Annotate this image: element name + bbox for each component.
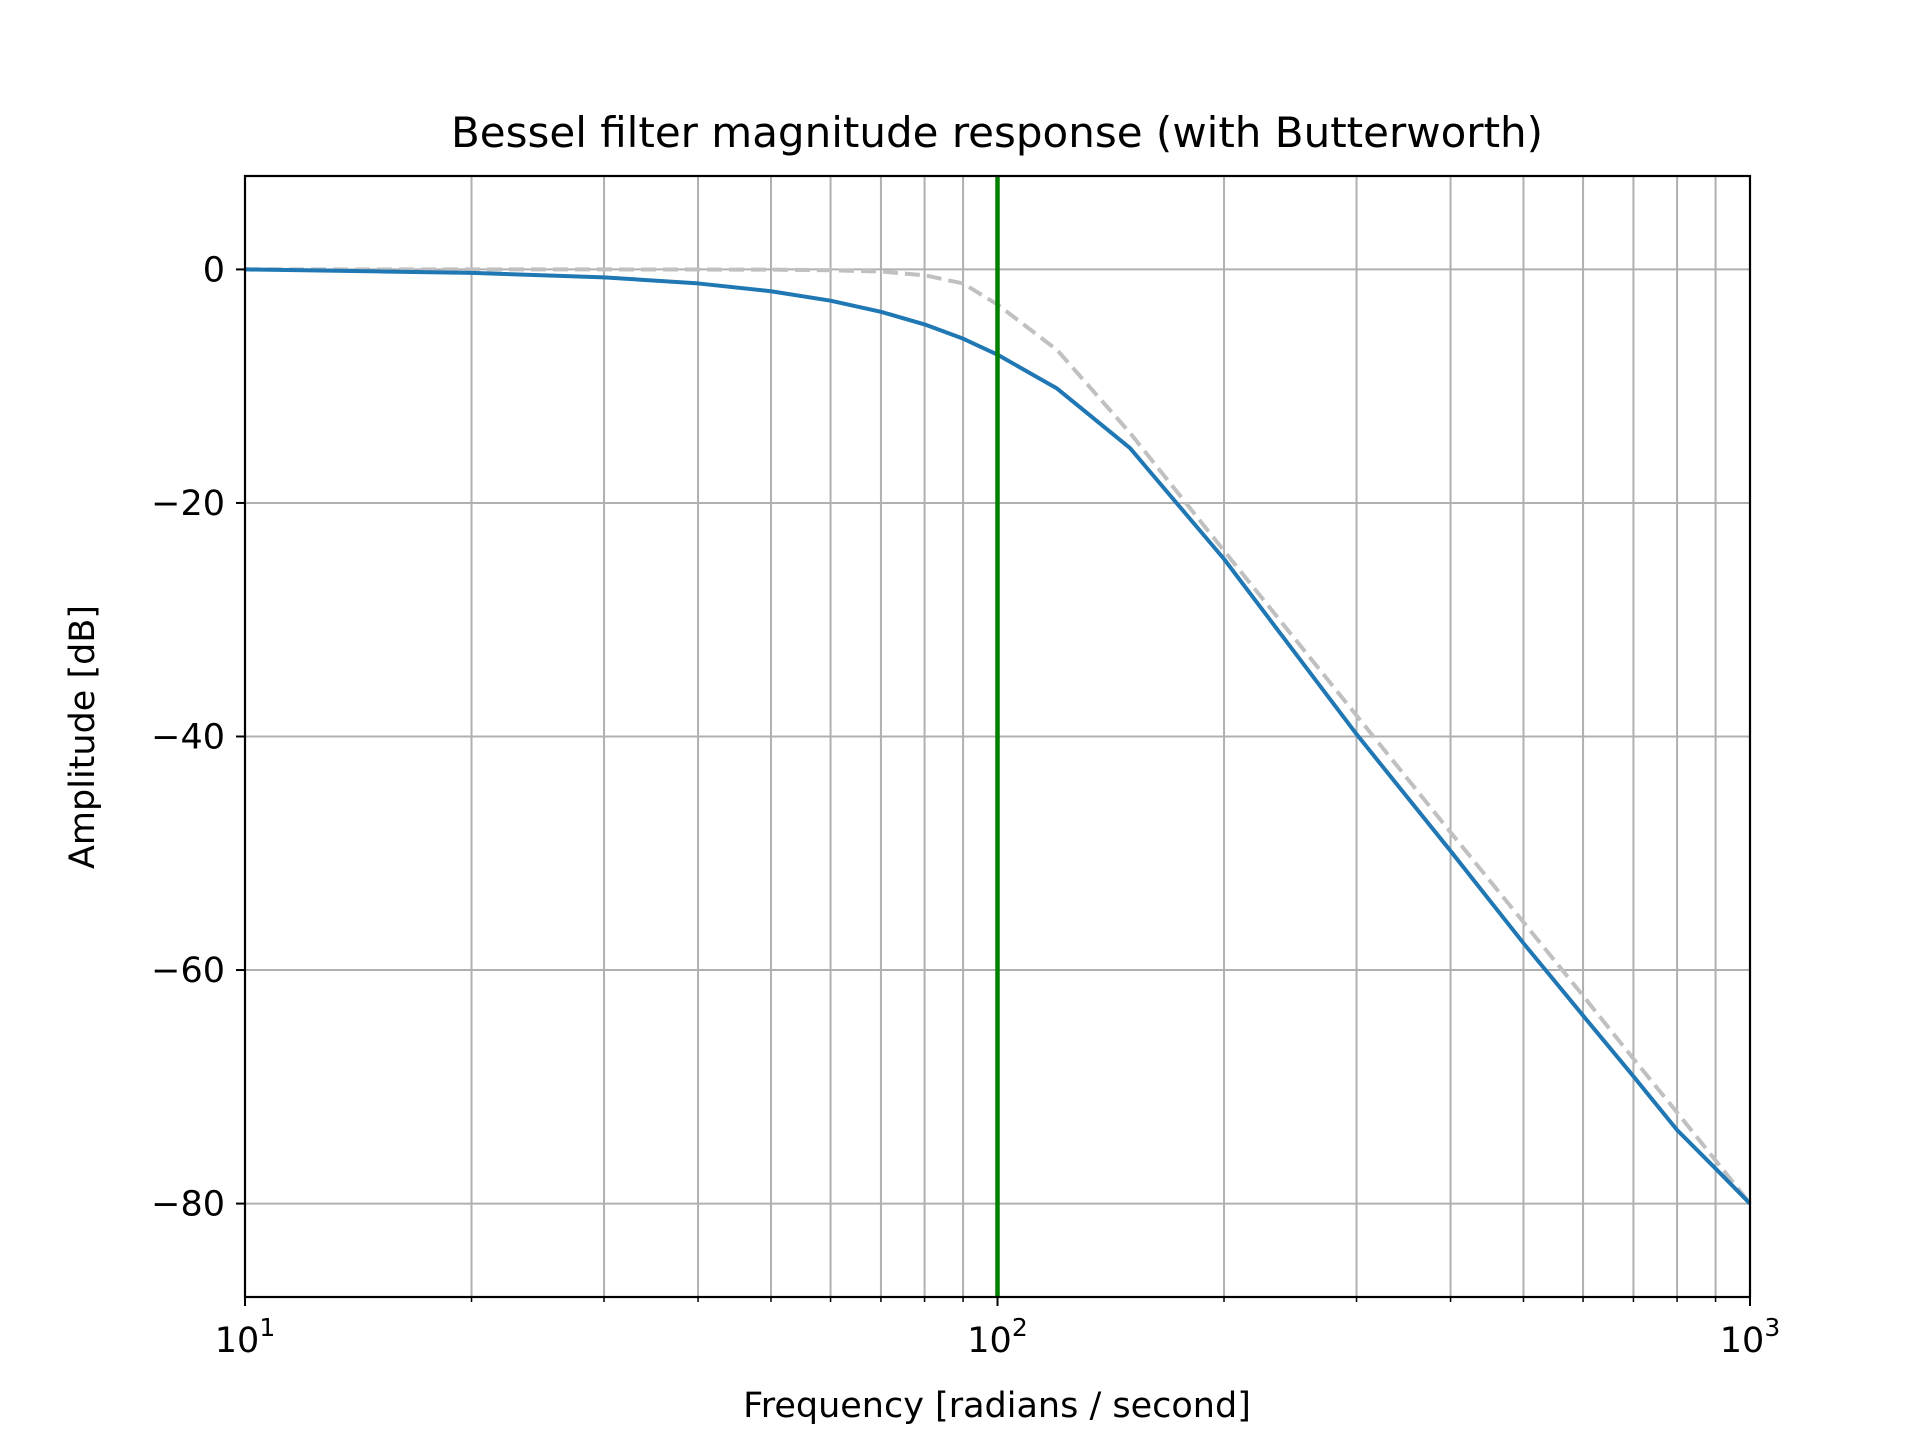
y-tick-label: −60 (151, 951, 225, 991)
butterworth-series-line (245, 267, 1752, 1205)
y-tick-label: 0 (203, 250, 225, 290)
y-tick-label: −80 (151, 1185, 225, 1225)
y-tick-label: −20 (151, 484, 225, 524)
x-tick-base: 10 (967, 1321, 1012, 1361)
chart-title: Bessel filter magnitude response (with B… (451, 108, 1543, 157)
y-axis-label: Amplitude [dB] (63, 605, 103, 869)
x-tick-label: 102 (967, 1313, 1027, 1361)
x-tick-exponent: 1 (259, 1313, 275, 1342)
x-tick-label: 103 (1720, 1313, 1780, 1361)
bessel-series-line (244, 267, 1752, 1205)
y-tick-label: −40 (151, 718, 225, 758)
x-tick-exponent: 3 (1764, 1313, 1780, 1342)
x-axis-label: Frequency [radians / second] (743, 1386, 1251, 1426)
x-tick-exponent: 2 (1012, 1313, 1028, 1342)
x-tick-base: 10 (1720, 1321, 1765, 1361)
x-tick-base: 10 (215, 1321, 260, 1361)
data-series (244, 267, 1752, 1205)
x-tick-label: 101 (215, 1313, 275, 1361)
